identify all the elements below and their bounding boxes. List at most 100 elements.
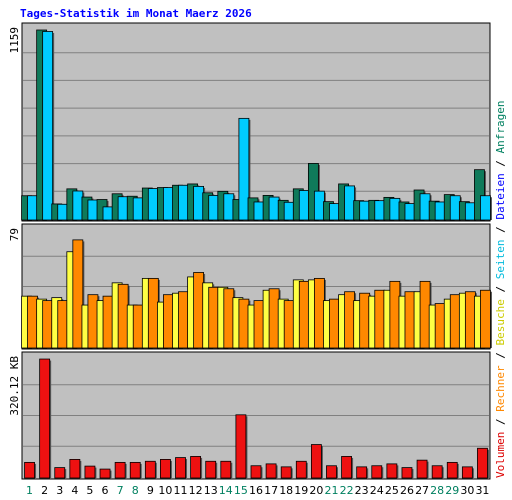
legend-segment-5: /	[494, 279, 507, 299]
legend-segment-1: /	[494, 412, 507, 432]
day-label-25: 25	[385, 484, 399, 497]
day-label-18: 18	[279, 484, 293, 497]
bar-rechner-day-5	[87, 294, 99, 349]
bar-dateien-day-2	[42, 31, 54, 221]
bar-volumen-day-18	[280, 466, 292, 479]
panel-3: 320.12 KB	[8, 351, 491, 480]
bar-rechner-day-24	[374, 289, 386, 349]
bar-rechner-day-2	[42, 300, 54, 349]
bar-volumen-day-25	[386, 463, 398, 479]
bar-rechner-day-12	[193, 272, 205, 349]
bar-rechner-day-8	[132, 304, 144, 349]
bar-volumen-day-28	[431, 465, 443, 479]
right-legend: Volumen / Rechner / Besuche / Seiten / D…	[494, 100, 507, 478]
bar-dateien-day-23	[359, 200, 371, 221]
bar-dateien-day-25	[389, 197, 401, 221]
bar-rechner-day-3	[57, 300, 69, 349]
bar-volumen-day-23	[356, 466, 368, 479]
legend-segment-10: Anfragen	[494, 100, 507, 153]
legend-segment-0: Volumen	[494, 432, 507, 478]
bar-dateien-day-29	[449, 195, 461, 221]
bar-dateien-day-31	[480, 195, 491, 221]
bar-volumen-day-24	[371, 465, 383, 479]
bar-volumen-day-6	[99, 468, 111, 479]
day-label-8: 8	[132, 484, 139, 497]
day-label-9: 9	[147, 484, 154, 497]
day-label-17: 17	[264, 484, 278, 497]
bar-dateien-day-10	[163, 187, 174, 221]
bar-volumen-day-8	[129, 461, 141, 479]
bar-rechner-day-25	[389, 280, 401, 349]
bar-rechner-day-14	[223, 288, 235, 349]
day-label-20: 20	[309, 484, 323, 497]
day-label-22: 22	[340, 484, 354, 497]
bar-rechner-day-20	[313, 277, 325, 349]
axis-label: 1159	[8, 27, 21, 54]
day-label-21: 21	[324, 484, 338, 497]
panel-1: 1159	[8, 22, 492, 222]
axis-label: 320.12 KB	[8, 356, 21, 416]
chart-title: Tages-Statistik im Monat Maerz 2026	[20, 7, 252, 20]
bar-volumen-day-19	[295, 460, 307, 479]
bar-rechner-day-28	[434, 303, 446, 349]
bar-dateien-day-19	[298, 190, 310, 221]
bar-dateien-day-4	[72, 190, 84, 221]
bar-dateien-day-16	[253, 201, 265, 221]
bar-rechner-day-4	[72, 239, 84, 349]
bar-dateien-day-20	[313, 190, 325, 221]
day-label-14: 14	[219, 484, 233, 497]
bar-rechner-day-26	[404, 291, 416, 349]
day-label-10: 10	[158, 484, 172, 497]
day-label-29: 29	[445, 484, 459, 497]
bar-volumen-day-22	[341, 456, 352, 479]
bar-rechner-day-27	[419, 280, 431, 349]
bar-volumen-day-30	[461, 466, 473, 479]
bar-rechner-day-7	[117, 283, 129, 349]
bar-rechner-day-23	[359, 292, 371, 349]
bar-volumen-day-5	[84, 465, 96, 479]
bar-rechner-day-16	[253, 300, 265, 349]
day-label-28: 28	[430, 484, 444, 497]
bar-volumen-day-14	[220, 460, 232, 479]
bar-volumen-day-11	[175, 457, 186, 479]
bar-dateien-day-5	[87, 199, 99, 221]
day-label-23: 23	[355, 484, 369, 497]
day-label-13: 13	[204, 484, 218, 497]
bar-dateien-day-22	[344, 185, 355, 221]
day-label-2: 2	[41, 484, 48, 497]
bar-rechner-day-10	[163, 294, 174, 349]
bar-dateien-day-14	[223, 193, 235, 221]
day-label-24: 24	[370, 484, 384, 497]
bar-volumen-day-17	[265, 463, 277, 479]
bar-rechner-day-21	[329, 298, 340, 349]
bar-volumen-day-7	[114, 461, 126, 479]
day-label-30: 30	[460, 484, 474, 497]
day-label-1: 1	[26, 484, 33, 497]
bar-volumen-day-15	[235, 414, 247, 479]
legend-segment-2: Rechner	[494, 365, 507, 412]
bar-volumen-day-16	[250, 465, 262, 479]
bar-volumen-day-4	[69, 459, 81, 479]
bar-anfragen-day-31	[474, 169, 485, 221]
bar-rechner-day-13	[208, 286, 220, 349]
bar-rechner-day-18	[283, 300, 295, 349]
day-label-16: 16	[249, 484, 263, 497]
bar-volumen-day-21	[326, 465, 337, 479]
bar-rechner-day-22	[344, 291, 355, 349]
day-label-4: 4	[71, 484, 78, 497]
bar-volumen-day-3	[54, 467, 66, 479]
bar-dateien-day-13	[208, 195, 220, 221]
day-labels: 1 2 3 4 5 6 7 8 9 10 11 12 13 14 15 16 17 18 19 20 21 22 23 24 2…	[26, 484, 489, 497]
day-label-26: 26	[400, 484, 414, 497]
day-label-11: 11	[174, 484, 188, 497]
bar-volumen-day-13	[205, 460, 217, 479]
bar-rechner-day-29	[449, 294, 461, 349]
bar-rechner-day-11	[178, 291, 189, 349]
day-label-7: 7	[117, 484, 124, 497]
legend-segment-8: Dateien	[494, 173, 507, 219]
bar-volumen-day-29	[446, 461, 458, 479]
bar-dateien-day-3	[57, 203, 69, 221]
bar-dateien-day-26	[404, 203, 416, 221]
day-label-19: 19	[294, 484, 308, 497]
bar-rechner-day-19	[298, 280, 310, 349]
